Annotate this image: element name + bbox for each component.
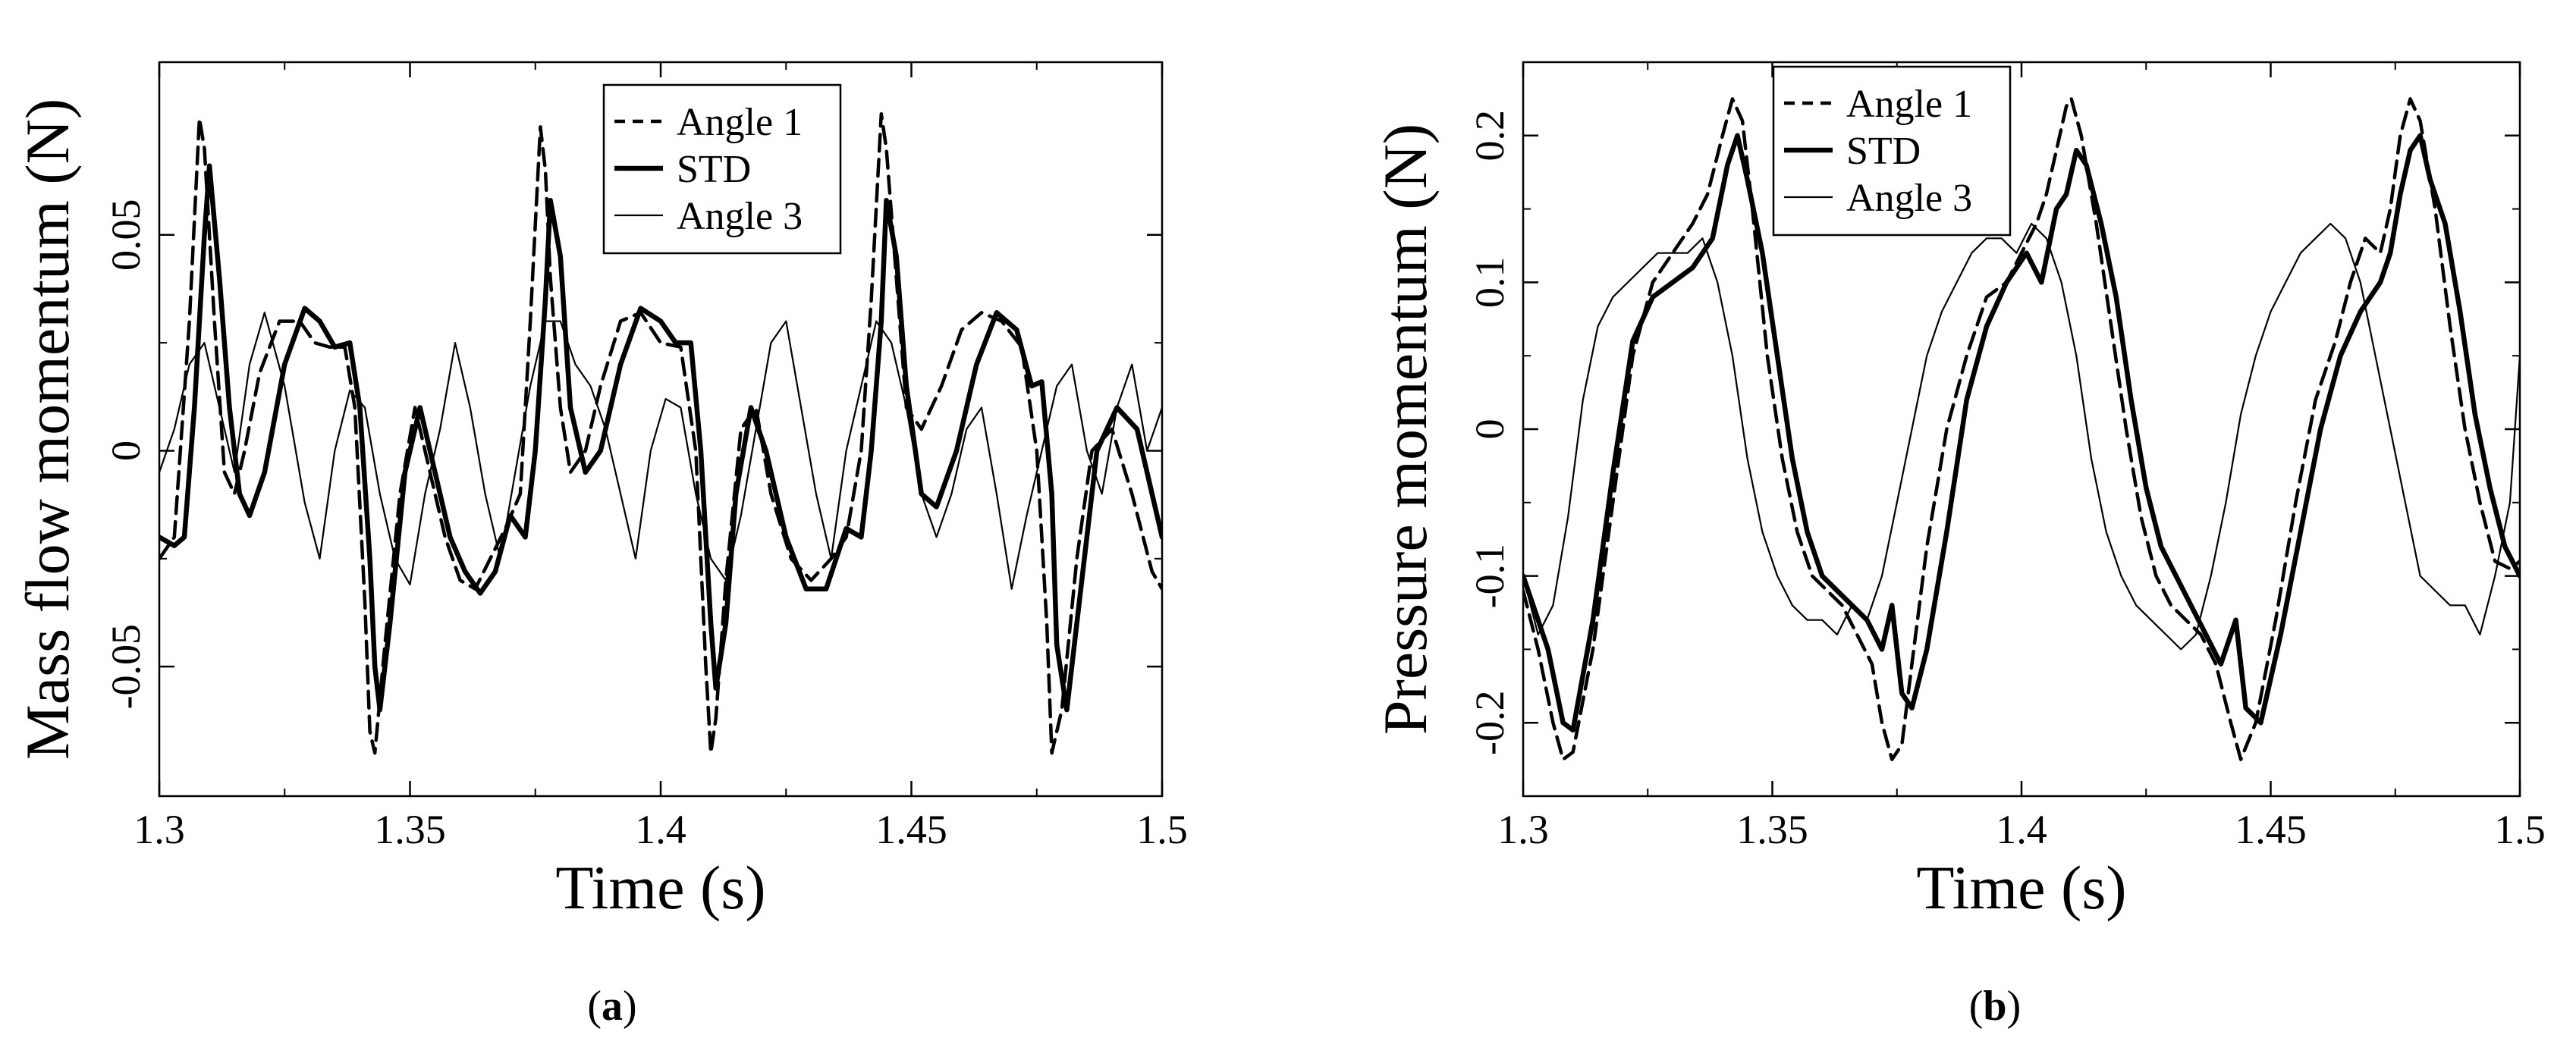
y-tick-label: 0 [103, 441, 149, 461]
x-axis-label: Time (s) [1916, 853, 2126, 922]
y-tick-label: -0.05 [103, 624, 149, 709]
legend-label: Angle 1 [677, 101, 803, 144]
panel-a: 1.3 1.35 1.4 1.45 1.5 -0.05 0 0.05 Time (s) Mass … [13, 61, 1188, 1030]
x-tick-label: 1.35 [374, 807, 446, 852]
series-line-angle-1 [159, 112, 1162, 755]
panel-caption-letter: b [1983, 983, 2006, 1030]
legend-label: STD [677, 148, 751, 191]
series-line-angle-3 [159, 312, 1162, 590]
panel-caption: (b) [1969, 983, 2021, 1030]
legend-label: Angle 1 [1846, 83, 1972, 126]
y-axis-label: Pressure momentum (N) [1371, 124, 1440, 735]
y-axis-label: Mass flow momentum (N) [13, 99, 82, 760]
x-tick-label: 1.3 [1497, 807, 1549, 852]
x-tick-label: 1.4 [635, 807, 686, 852]
y-tick-label: 0.2 [1467, 110, 1513, 162]
x-tick-label: 1.5 [2494, 807, 2546, 852]
panel-caption-letter: a [602, 983, 623, 1030]
legend-label: Angle 3 [677, 195, 803, 238]
series-line-angle-3 [1523, 222, 2520, 651]
x-tick-label: 1.4 [1996, 807, 2047, 852]
x-tick-label: 1.45 [2235, 807, 2307, 852]
y-tick-label: 0.1 [1467, 257, 1513, 309]
y-tick-label: 0.05 [103, 199, 149, 271]
legend-label: STD [1846, 130, 1921, 173]
x-tick-label: 1.35 [1736, 807, 1808, 852]
x-axis-label: Time (s) [555, 853, 765, 922]
x-tick-label: 1.45 [875, 807, 947, 852]
x-tick-label: 1.5 [1136, 807, 1188, 852]
legend-label: Angle 3 [1846, 177, 1972, 220]
series-line-std [159, 163, 1162, 713]
x-tick-label: 1.3 [134, 807, 185, 852]
series-line-angle-1 [1523, 97, 2520, 761]
panel-caption: (a) [587, 983, 636, 1030]
y-tick-label: -0.2 [1467, 690, 1513, 754]
series-line-std [1523, 133, 2520, 733]
y-tick-label: -0.1 [1467, 544, 1513, 608]
y-tick-label: 0 [1467, 419, 1513, 440]
panel-b: 1.3 1.35 1.4 1.45 1.5 -0.2 -0.1 0 0.1 0.2 Time (s)… [1371, 61, 2546, 1030]
